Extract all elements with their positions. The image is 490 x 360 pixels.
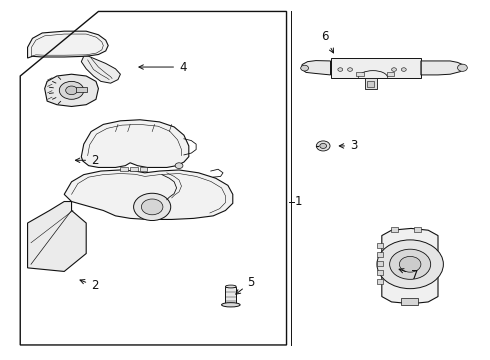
- Text: 4: 4: [139, 60, 187, 73]
- Bar: [225, 287, 236, 304]
- Polygon shape: [382, 228, 438, 304]
- Text: 5: 5: [236, 276, 255, 294]
- Text: 2: 2: [75, 154, 98, 167]
- Bar: [76, 87, 87, 92]
- Polygon shape: [301, 60, 331, 75]
- Polygon shape: [27, 202, 86, 271]
- Bar: [387, 72, 394, 76]
- Bar: [121, 167, 128, 171]
- Polygon shape: [81, 120, 189, 167]
- Bar: [377, 270, 383, 275]
- Bar: [391, 227, 398, 231]
- Bar: [367, 81, 374, 87]
- Circle shape: [320, 143, 327, 148]
- Bar: [414, 227, 421, 231]
- Circle shape: [175, 163, 183, 168]
- Ellipse shape: [225, 285, 236, 288]
- Bar: [356, 72, 364, 76]
- Text: 1: 1: [295, 195, 302, 208]
- Circle shape: [338, 68, 343, 71]
- Bar: [377, 279, 383, 284]
- Bar: [377, 252, 383, 257]
- Bar: [401, 298, 418, 305]
- Circle shape: [59, 81, 84, 99]
- Circle shape: [317, 141, 330, 151]
- Polygon shape: [421, 61, 465, 75]
- Circle shape: [142, 199, 163, 215]
- Circle shape: [390, 249, 431, 279]
- Bar: [365, 78, 377, 89]
- Circle shape: [399, 256, 421, 272]
- Circle shape: [301, 65, 309, 71]
- Text: 6: 6: [321, 30, 334, 53]
- Bar: [130, 167, 138, 171]
- Circle shape: [134, 193, 171, 221]
- Polygon shape: [27, 31, 108, 58]
- Polygon shape: [64, 170, 233, 220]
- Circle shape: [347, 68, 352, 71]
- Circle shape: [401, 68, 406, 71]
- Ellipse shape: [221, 303, 240, 307]
- Text: 7: 7: [399, 269, 418, 282]
- Circle shape: [392, 68, 396, 71]
- Text: 3: 3: [339, 139, 357, 152]
- Circle shape: [377, 240, 443, 289]
- Bar: [377, 243, 383, 248]
- Bar: [140, 167, 147, 171]
- Polygon shape: [81, 56, 121, 83]
- Bar: [377, 261, 383, 266]
- Polygon shape: [45, 74, 98, 107]
- Circle shape: [458, 64, 467, 71]
- Text: 2: 2: [80, 279, 98, 292]
- Circle shape: [66, 86, 77, 95]
- Bar: [331, 58, 421, 78]
